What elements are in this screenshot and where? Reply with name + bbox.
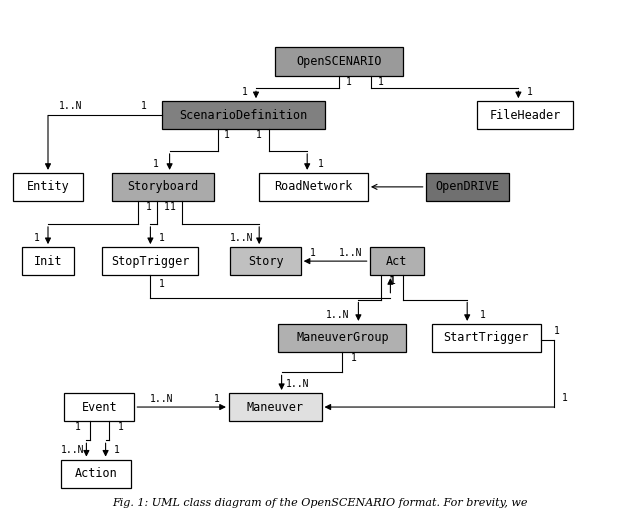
FancyBboxPatch shape — [278, 324, 406, 352]
Text: Fig. 1: UML class diagram of the OpenSCENARIO format. For brevity, we: Fig. 1: UML class diagram of the OpenSCE… — [112, 498, 528, 508]
Text: Maneuver: Maneuver — [246, 400, 304, 414]
FancyBboxPatch shape — [102, 247, 198, 275]
Text: 1: 1 — [388, 276, 395, 286]
FancyBboxPatch shape — [22, 247, 74, 275]
Text: 1: 1 — [159, 280, 165, 289]
Text: 1..N: 1..N — [61, 445, 84, 455]
Text: 1: 1 — [146, 202, 152, 212]
Text: 1: 1 — [318, 159, 324, 168]
Text: Init: Init — [34, 254, 62, 268]
Text: FileHeader: FileHeader — [489, 109, 561, 122]
Text: StartTrigger: StartTrigger — [444, 331, 529, 345]
FancyBboxPatch shape — [61, 460, 131, 487]
Text: ScenarioDefinition: ScenarioDefinition — [179, 109, 307, 122]
Text: 1: 1 — [378, 77, 384, 87]
Text: Action: Action — [75, 467, 117, 480]
Text: 1: 1 — [527, 87, 533, 97]
FancyBboxPatch shape — [161, 101, 325, 129]
Text: ManeuverGroup: ManeuverGroup — [296, 331, 388, 345]
Text: 1: 1 — [159, 233, 165, 243]
Text: 1..N: 1..N — [326, 310, 349, 319]
Text: 1: 1 — [346, 77, 352, 87]
FancyBboxPatch shape — [370, 247, 424, 275]
Text: RoadNetwork: RoadNetwork — [275, 180, 353, 194]
FancyBboxPatch shape — [477, 101, 573, 129]
Text: 1: 1 — [309, 248, 316, 258]
Text: OpenSCENARIO: OpenSCENARIO — [296, 55, 382, 68]
Text: 1: 1 — [33, 233, 40, 243]
Text: OpenDRIVE: OpenDRIVE — [435, 180, 499, 194]
Text: Entity: Entity — [27, 180, 69, 194]
Text: 1: 1 — [554, 326, 560, 336]
FancyBboxPatch shape — [13, 173, 83, 201]
Text: 1..N: 1..N — [230, 233, 253, 243]
FancyBboxPatch shape — [432, 324, 541, 352]
Text: 1: 1 — [117, 422, 124, 432]
FancyBboxPatch shape — [275, 47, 403, 75]
Text: 1..N: 1..N — [150, 394, 173, 404]
Text: 1..N: 1..N — [59, 101, 82, 111]
Text: StopTrigger: StopTrigger — [111, 254, 189, 268]
FancyBboxPatch shape — [112, 173, 214, 201]
Text: Storyboard: Storyboard — [127, 180, 199, 194]
Text: 1: 1 — [256, 131, 262, 140]
Text: 1: 1 — [114, 445, 120, 455]
FancyBboxPatch shape — [426, 173, 509, 201]
FancyBboxPatch shape — [64, 393, 134, 421]
Text: 1: 1 — [170, 202, 176, 212]
Text: 1: 1 — [75, 422, 81, 432]
Text: 1: 1 — [224, 131, 230, 140]
Text: Story: Story — [248, 254, 284, 268]
Text: Act: Act — [386, 254, 408, 268]
Text: 1: 1 — [141, 101, 147, 111]
Text: 1..N: 1..N — [286, 379, 309, 389]
Text: Event: Event — [81, 400, 117, 414]
Text: 1: 1 — [480, 310, 486, 319]
Text: 1..N: 1..N — [339, 248, 362, 258]
Text: 1: 1 — [351, 353, 357, 363]
Text: 1: 1 — [163, 202, 170, 212]
FancyBboxPatch shape — [230, 247, 301, 275]
Text: 1: 1 — [214, 394, 220, 404]
Text: 1: 1 — [241, 87, 248, 97]
FancyBboxPatch shape — [259, 173, 368, 201]
Text: 1: 1 — [562, 393, 568, 403]
Text: 1: 1 — [152, 159, 159, 168]
Text: 1: 1 — [389, 276, 396, 286]
FancyBboxPatch shape — [229, 393, 321, 421]
